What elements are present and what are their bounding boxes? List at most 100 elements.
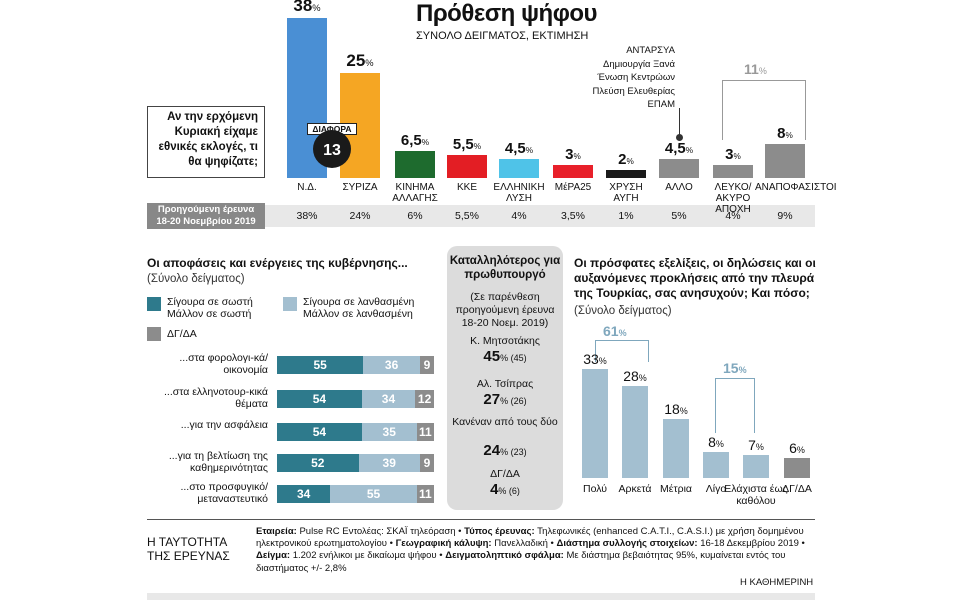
gov-subtitle: (Σύνολο δείγματος) (147, 273, 245, 285)
pm-subtitle: (Σε παρένθεση προηγούμενη έρευνα 18-20 Ν… (455, 291, 555, 329)
question-box: Αν την ερχόμενη Κυριακή είχαμε εθνικές ε… (147, 106, 265, 178)
others-item: ΕΠΑΜ (647, 99, 675, 111)
vote-category-label: ΧΡΥΣΗ ΑΥΓΗ (609, 182, 643, 204)
gov-title: Οι αποφάσεις και ενέργειες της κυβέρνηση… (147, 256, 408, 270)
vote-value-label: 3% (725, 146, 741, 164)
vote-category-label: ΜέΡΑ25 (554, 182, 592, 193)
vote-category-label: ΚΙΝΗΜΑ ΑΛΛΑΓΗΣ (392, 182, 438, 204)
turkey-value-label: 33% (583, 351, 607, 368)
previous-value: 6% (407, 210, 423, 222)
source-label: Η ΚΑΘΗΜΕΡΙΝΗ (740, 577, 814, 588)
pm-candidate-name: Κ. Μητσοτάκης (470, 335, 540, 347)
turkey-bar (703, 451, 729, 478)
turkey-category-label: Ελάχιστα έως καθόλου (724, 483, 788, 507)
others-list: ΑΝΤΑΡΣΥΑ Δημιουργία Ξανά Ένωση Κεντρώων Πλε… (560, 44, 675, 112)
pm-candidate-name: ΔΓ/ΔΑ (490, 468, 520, 480)
turkey-category-label: ΔΓ/ΔΑ (782, 483, 812, 495)
gov-segment: 11 (416, 485, 434, 503)
vote-value-label: 3% (565, 146, 581, 164)
gov-segment: 12 (415, 390, 434, 408)
gov-category-label: ...για την ασφάλεια (180, 419, 268, 431)
previous-value: 5,5% (455, 210, 479, 222)
legend-dk-swatch (147, 327, 161, 341)
previous-value: 38% (296, 210, 318, 222)
legend-wrong-swatch (283, 297, 297, 311)
turkey-value-label: 8% (708, 433, 724, 450)
pm-box (447, 246, 563, 510)
others-item: Ένωση Κεντρώων (597, 72, 675, 84)
gov-category-label: ...στο προσφυγικό/ μεταναστευτικό (180, 481, 268, 505)
pm-candidate-value: 45% (45) (483, 348, 527, 365)
vote-bar (553, 165, 593, 178)
pm-candidate-name: Αλ. Τσίπρας (476, 378, 534, 390)
vote-bar (499, 159, 539, 178)
gov-segment: 54 (277, 423, 362, 441)
legend-dk-label: ΔΓ/ΔΑ (167, 328, 197, 340)
vote-value-label: 5,5% (452, 135, 482, 153)
turkey-bar (784, 458, 810, 478)
vote-bar (447, 154, 487, 178)
footer-bottom-bar (147, 593, 815, 600)
difference-circle: 13 (313, 130, 351, 168)
previous-value: 4% (511, 210, 527, 222)
bracket-label: 11% (744, 61, 767, 77)
bracket-value: 11 (744, 61, 759, 77)
previous-value: 24% (349, 210, 371, 222)
vote-category-label: ΑΛΛΟ (665, 182, 693, 193)
footer-title: Η ΤΑΥΤΟΤΗΤΑ ΤΗΣ ΕΡΕΥΝΑΣ (147, 535, 230, 563)
gov-category-label: ...για τη βελτίωση της καθημερινότητας (168, 450, 268, 474)
vote-value-label: 25% (346, 51, 374, 70)
footer-details: Εταιρεία: Pulse RC Εντολέας: ΣΚΑΪ τηλεόρ… (256, 526, 805, 574)
turkey-category-label: Πολύ (583, 483, 607, 495)
turkey-category-label: Αρκετά (618, 483, 652, 495)
abstain-undecided-bracket (722, 80, 806, 140)
previous-value: 9% (777, 210, 793, 222)
page-subtitle: ΣΥΝΟΛΟ ΔΕΙΓΜΑΤΟΣ, ΕΚΤΙΜΗΣΗ (416, 30, 589, 42)
previous-survey-label: Προηγούμενη έρευνα 18-20 Νοεμβρίου 2019 (147, 203, 265, 229)
gov-segment: 9 (419, 454, 434, 472)
group-bracket-1 (595, 340, 649, 362)
vote-bar (659, 159, 699, 178)
legend-wrong-label: Σίγουρα σε λανθασμένη Μάλλον σε λανθασμέν… (303, 296, 415, 320)
gov-segment: 52 (277, 454, 359, 472)
vote-value-label: 4,5% (504, 140, 534, 158)
vote-value-label: 2% (618, 150, 634, 168)
turkey-value-label: 18% (664, 400, 688, 417)
vote-bar (606, 169, 646, 178)
turkey-category-label: Μέτρια (660, 483, 692, 495)
others-item: Πλεύση Ελευθερίας (592, 85, 675, 97)
gov-category-label: ...στα ελληνοτουρ-κικά θέματα (163, 386, 268, 410)
turkey-value-label: 7% (748, 436, 764, 453)
turkey-value-label: 28% (623, 367, 647, 384)
vote-category-label: ΚΚΕ (456, 182, 477, 193)
pm-candidate-value: 27% (26) (483, 391, 527, 408)
vote-category-label: ΛΕΥΚΟ/ΑΚΥΡΟ ΑΠΟΧΗ (714, 182, 752, 215)
previous-value: 4% (725, 210, 741, 222)
turkey-title: Οι πρόσφατες εξελίξεις, οι δηλώσεις και … (574, 256, 816, 300)
vote-bar (765, 144, 805, 178)
vote-value-label: 38% (293, 0, 321, 16)
gov-segment: 55 (277, 356, 364, 374)
previous-value: 1% (618, 210, 634, 222)
gov-segment: 55 (330, 485, 417, 503)
previous-value: 3,5% (561, 210, 585, 222)
vote-bar (395, 150, 435, 178)
gov-segment: 34 (277, 485, 331, 503)
legend-right-swatch (147, 297, 161, 311)
previous-value: 5% (671, 210, 687, 222)
turkey-bar (743, 454, 769, 478)
turkey-category-label: Λίγο (705, 483, 727, 495)
pm-candidate-name: Κανέναν από τους δύο (452, 416, 558, 428)
gov-segment: 34 (361, 390, 416, 408)
vote-value-label: 8% (777, 125, 793, 143)
vote-category-label: Ν.Δ. (297, 182, 317, 193)
gov-segment: 54 (277, 390, 362, 408)
gov-segment: 39 (358, 454, 420, 472)
page-title: Πρόθεση ψήφου (416, 0, 598, 27)
footer-divider (147, 519, 815, 520)
group-label-1: 61% (603, 323, 627, 339)
vote-category-label: ΑΝΑΠΟΦΑΣΙΣΤΟΙ (755, 182, 837, 193)
vote-value-label: 6,5% (400, 131, 430, 149)
turkey-bar (582, 369, 608, 478)
vote-category-label: ΕΛΛΗΝΙΚΗ ΛΥΣΗ (493, 182, 545, 204)
